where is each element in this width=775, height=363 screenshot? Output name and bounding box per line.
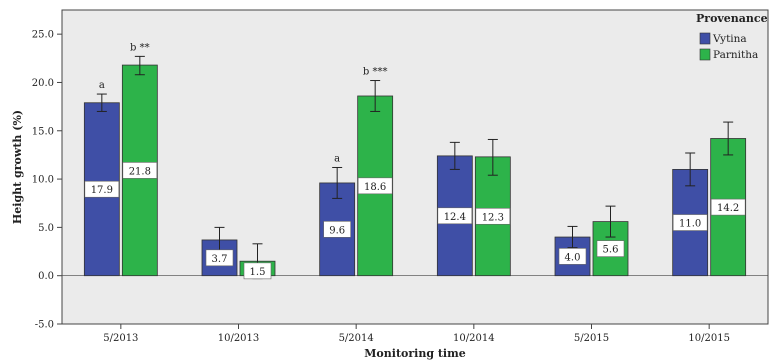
data-label-parnitha-10-2015: 14.2 [717, 203, 739, 214]
legend-label-vytina: Vytina [712, 33, 747, 45]
data-label-vytina-10-2015: 11.0 [679, 219, 701, 230]
plot-background [61, 9, 769, 325]
x-tick-label: 10/2013 [218, 333, 260, 344]
data-label-box-parnitha-5-2015 [596, 240, 625, 257]
data-label-box-vytina-5-2014 [323, 221, 351, 238]
y-tick-label: 20.0 [32, 78, 54, 89]
y-tick-label: 10.0 [32, 175, 54, 186]
data-label-parnitha-5-2014: 18.6 [364, 182, 386, 193]
data-label-box-parnitha-10-2013 [243, 262, 272, 280]
legend-swatch-parnitha [699, 48, 711, 61]
data-label-box-parnitha-5-2013 [122, 162, 158, 179]
x-tick-label: 10/2015 [688, 333, 730, 344]
x-tick-label: 5/2015 [574, 333, 609, 344]
data-label-box-parnitha-5-2014 [357, 177, 393, 195]
annotation-vytina-5-2014: a [334, 153, 340, 164]
data-label-parnitha-10-2013: 1.5 [250, 267, 266, 278]
legend-swatch-vytina [699, 32, 711, 45]
data-label-parnitha-5-2013: 21.8 [129, 166, 151, 177]
data-label-parnitha-5-2015: 5.6 [603, 245, 619, 256]
data-label-vytina-10-2013: 3.7 [212, 254, 228, 265]
data-label-vytina-5-2015: 4.0 [565, 252, 581, 263]
legend: Provenance Vytina Parnitha [696, 12, 768, 61]
data-label-box-vytina-10-2014 [437, 207, 473, 225]
data-label-box-vytina-10-2013 [205, 249, 234, 267]
x-axis-label: Monitoring time [364, 347, 466, 360]
data-label-vytina-5-2014: 9.6 [329, 225, 345, 236]
data-label-vytina-5-2013: 17.9 [91, 185, 113, 196]
data-label-box-vytina-5-2015 [558, 248, 587, 265]
y-tick-label: 25.0 [32, 30, 54, 41]
annotation-parnitha-5-2014: b *** [363, 67, 388, 78]
y-tick-label: 5.0 [38, 223, 54, 234]
x-tick-label: 5/2013 [103, 333, 138, 344]
x-tick-label: 5/2014 [339, 333, 374, 344]
legend-title: Provenance [696, 12, 768, 25]
x-axis: 5/2013 10/2013 5/2014 10/2014 5/2015 10/2015 [103, 324, 730, 344]
legend-label-parnitha: Parnitha [713, 49, 758, 61]
data-label-box-vytina-10-2015 [672, 214, 708, 231]
annotation-vytina-5-2013: a [99, 80, 105, 91]
y-tick-label: 15.0 [32, 126, 54, 137]
annotation-parnitha-5-2013: b ** [130, 42, 150, 53]
data-label-box-parnitha-10-2014 [475, 207, 511, 225]
data-label-box-vytina-5-2013 [84, 180, 120, 198]
data-label-parnitha-10-2014: 12.3 [482, 212, 504, 223]
y-axis: 25.0 20.0 15.0 10.0 5.0 0.0 -5.0 [32, 30, 62, 331]
y-axis-label: Height growth (%) [11, 110, 24, 224]
data-label-box-parnitha-10-2015 [710, 198, 746, 216]
x-tick-label: 10/2014 [453, 333, 495, 344]
y-tick-label: -5.0 [35, 320, 54, 331]
bars-layer: 17.9 a 21.8 b ** 3.7 1.5 9.6 a 18.6 b *** 12.4 12.3… [83, 42, 747, 280]
y-tick-label: 0.0 [38, 271, 54, 282]
data-label-vytina-10-2014: 12.4 [444, 212, 466, 223]
